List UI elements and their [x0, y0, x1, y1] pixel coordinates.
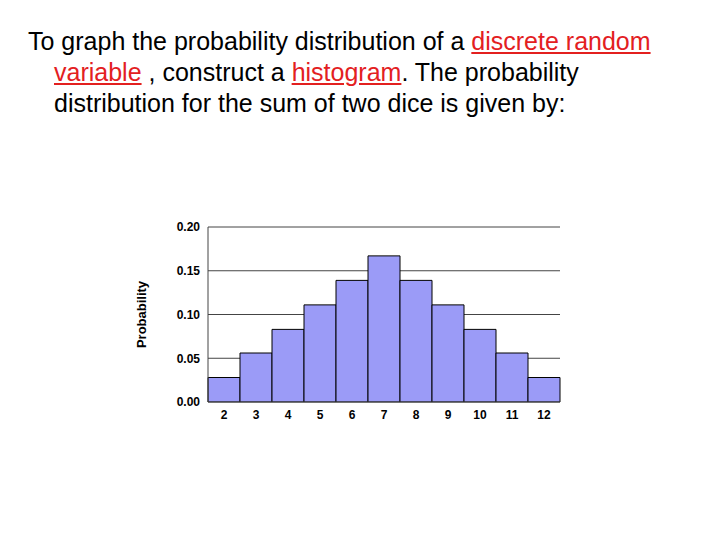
- html-text:To graph the probability distr: To graph the probability distribution of…: [28, 27, 651, 117]
- svg-text:10: 10: [473, 408, 487, 422]
- svg-text:9: 9: [445, 408, 452, 422]
- svg-text:11: 11: [506, 408, 519, 422]
- svg-text:Probability: Probability: [135, 280, 149, 348]
- svg-text:0.00: 0.00: [177, 395, 201, 409]
- svg-text:12: 12: [537, 408, 551, 422]
- svg-text:2: 2: [221, 408, 228, 422]
- svg-text:3: 3: [253, 408, 260, 422]
- svg-text:7: 7: [381, 408, 388, 422]
- svg-text:0.20: 0.20: [177, 220, 201, 234]
- svg-text:0.10: 0.10: [177, 308, 201, 322]
- svg-text:5: 5: [317, 408, 324, 422]
- svg-text:6: 6: [349, 408, 356, 422]
- svg-text:0.05: 0.05: [177, 352, 201, 366]
- svg-text:0.15: 0.15: [177, 264, 201, 278]
- svg-text:8: 8: [413, 408, 420, 422]
- svg-text:4: 4: [285, 408, 292, 422]
